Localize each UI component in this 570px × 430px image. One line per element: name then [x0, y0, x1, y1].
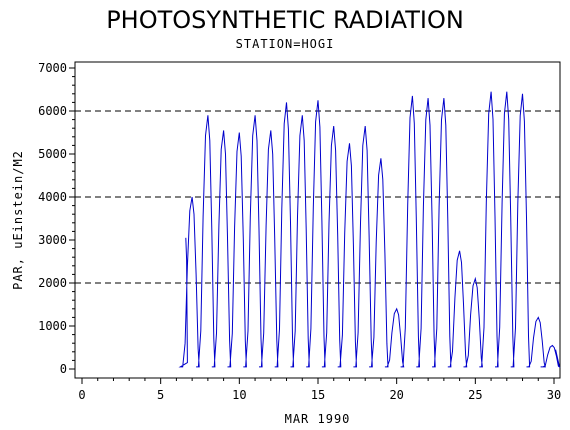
y-tick-label: 3000	[38, 233, 67, 247]
y-tick-label: 6000	[38, 104, 67, 118]
y-tick-label: 1000	[38, 319, 67, 333]
x-tick-label: 15	[311, 388, 325, 402]
par-series-line	[178, 91, 561, 368]
y-tick-label: 5000	[38, 147, 67, 161]
plot-frame	[74, 61, 561, 379]
x-tick-label: 25	[468, 388, 482, 402]
y-axis-label: PAR, uEinstein/M2	[11, 150, 25, 290]
y-tick-label: 4000	[38, 190, 67, 204]
y-tick-label: 2000	[38, 276, 67, 290]
chart-subtitle: STATION=HOGI	[235, 37, 335, 51]
y-tick-label: 7000	[38, 61, 67, 75]
chart-title: PHOTOSYNTHETIC RADIATION	[106, 6, 464, 34]
x-tick-label: 20	[389, 388, 403, 402]
x-tick-label: 5	[157, 388, 164, 402]
x-axis-label: MAR 1990	[285, 412, 351, 426]
x-tick-label: 0	[78, 388, 85, 402]
x-tick-label: 10	[232, 388, 246, 402]
x-tick-label: 30	[547, 388, 561, 402]
y-tick-label: 0	[60, 362, 67, 376]
